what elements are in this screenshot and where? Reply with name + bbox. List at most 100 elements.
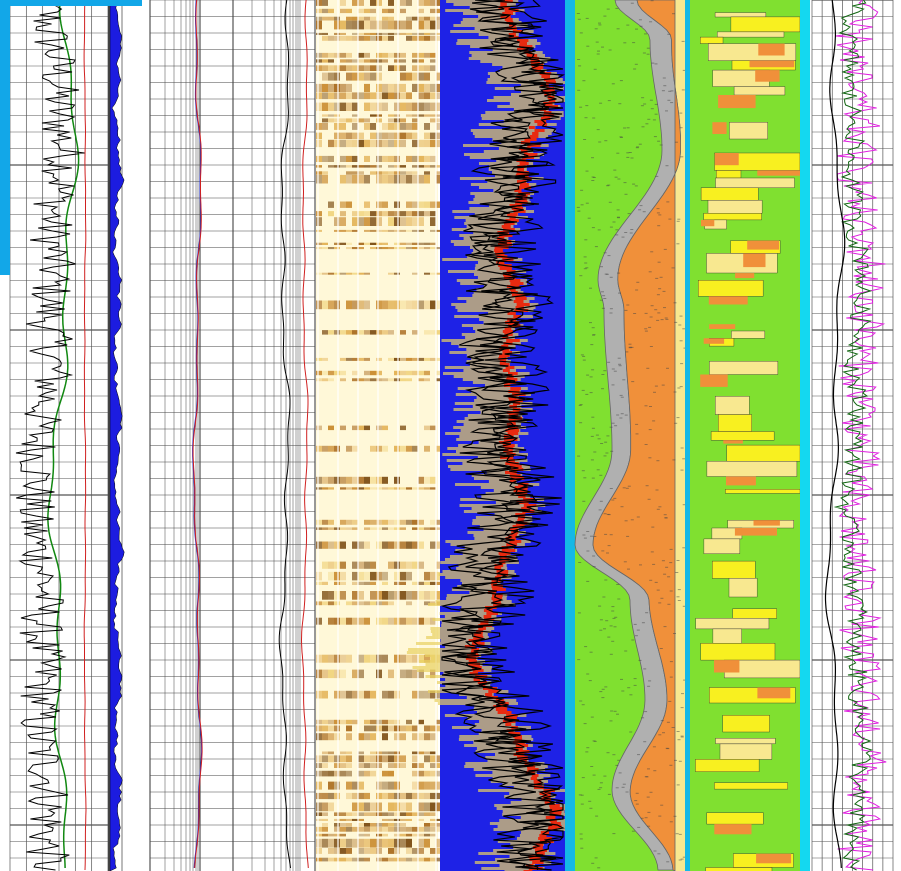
image-cell xyxy=(424,247,430,250)
wave-yellow xyxy=(458,564,507,567)
track-gamma xyxy=(9,0,109,871)
image-cell xyxy=(364,581,370,585)
litho-dash xyxy=(673,391,677,393)
image-cell xyxy=(430,617,436,625)
wave-red xyxy=(500,15,511,18)
image-cell xyxy=(340,591,346,600)
wave-red xyxy=(488,690,499,693)
image-cell xyxy=(400,357,406,361)
image-cell xyxy=(424,425,430,431)
litho-dash xyxy=(596,53,600,55)
image-cell xyxy=(412,792,418,800)
litho-dash xyxy=(657,312,661,314)
image-cell xyxy=(358,8,364,14)
image-cell xyxy=(400,519,406,525)
litho-dash xyxy=(611,368,615,370)
wave-yellow xyxy=(451,342,521,345)
image-cell xyxy=(358,65,364,71)
facies-orange xyxy=(714,660,740,673)
wave-yellow xyxy=(443,372,530,375)
image-cell xyxy=(388,591,394,600)
image-cell xyxy=(370,802,376,812)
image-cell xyxy=(370,733,376,741)
litho-dash xyxy=(623,182,627,184)
image-cell xyxy=(388,132,394,140)
facies-orange xyxy=(718,95,756,109)
facies-orange xyxy=(715,153,739,166)
facies-sand xyxy=(712,628,742,644)
image-cell xyxy=(400,174,406,184)
image-cell xyxy=(340,476,346,484)
image-cell xyxy=(352,541,358,549)
litho-dash xyxy=(639,205,643,207)
litho-dash xyxy=(633,68,637,70)
image-cell xyxy=(418,857,424,862)
litho-dash xyxy=(603,775,607,777)
litho-dash xyxy=(609,426,613,428)
image-cell xyxy=(370,16,376,21)
image-cell xyxy=(418,792,424,800)
litho-dash xyxy=(603,298,607,299)
wave-red xyxy=(516,750,530,753)
image-cell xyxy=(346,139,352,148)
litho-dash xyxy=(610,450,614,452)
litho-dash xyxy=(585,393,589,395)
litho-dash xyxy=(617,178,621,180)
wave-red xyxy=(505,462,519,465)
litho-dash xyxy=(630,157,634,159)
litho-dash xyxy=(578,65,582,67)
image-cell xyxy=(358,247,364,250)
litho-dash xyxy=(653,391,656,393)
litho-dash xyxy=(671,267,675,269)
image-cell xyxy=(388,838,394,848)
image-cell xyxy=(352,16,358,21)
image-cell xyxy=(358,35,364,41)
image-cell xyxy=(322,118,328,123)
image-cell xyxy=(364,52,370,58)
litho-dash xyxy=(588,680,592,682)
image-cell xyxy=(400,755,406,763)
image-cell xyxy=(388,541,394,549)
image-cell xyxy=(406,114,412,117)
image-cell xyxy=(424,300,430,310)
image-cell xyxy=(370,823,376,827)
litho-dash xyxy=(594,28,598,30)
image-cell xyxy=(424,357,430,361)
litho-dash xyxy=(669,764,673,766)
litho-dash xyxy=(615,787,619,789)
litho-dash xyxy=(668,90,672,92)
image-cell xyxy=(382,571,388,581)
image-cell xyxy=(436,690,442,699)
image-cell xyxy=(322,733,328,741)
facies-orange xyxy=(749,60,795,68)
image-cell xyxy=(388,330,394,335)
litho-dash xyxy=(585,751,589,753)
image-cell xyxy=(370,59,376,63)
image-cell xyxy=(322,102,328,111)
image-cell xyxy=(436,848,442,854)
litho-dash xyxy=(675,572,679,573)
litho-dash xyxy=(658,288,662,290)
wave-yellow xyxy=(445,540,531,543)
image-cell xyxy=(424,770,430,777)
image-cell xyxy=(400,591,406,600)
image-cell xyxy=(352,165,358,168)
image-cell xyxy=(346,826,352,832)
wave-yellow xyxy=(464,153,544,156)
litho-dash xyxy=(663,248,667,250)
litho-dash xyxy=(578,562,582,563)
litho-dash xyxy=(664,517,668,519)
litho-dash xyxy=(680,736,684,738)
image-cell xyxy=(352,357,358,361)
wave-yellow xyxy=(478,123,557,126)
wave-yellow xyxy=(428,603,515,606)
image-cell xyxy=(418,781,424,790)
litho-dash xyxy=(643,741,647,743)
litho-dash xyxy=(678,859,682,861)
image-cell xyxy=(418,751,424,755)
image-cell xyxy=(340,155,346,162)
wave-yellow xyxy=(425,663,483,666)
wave-red xyxy=(504,327,512,330)
litho-dash xyxy=(629,694,633,696)
wave-red xyxy=(465,657,477,660)
